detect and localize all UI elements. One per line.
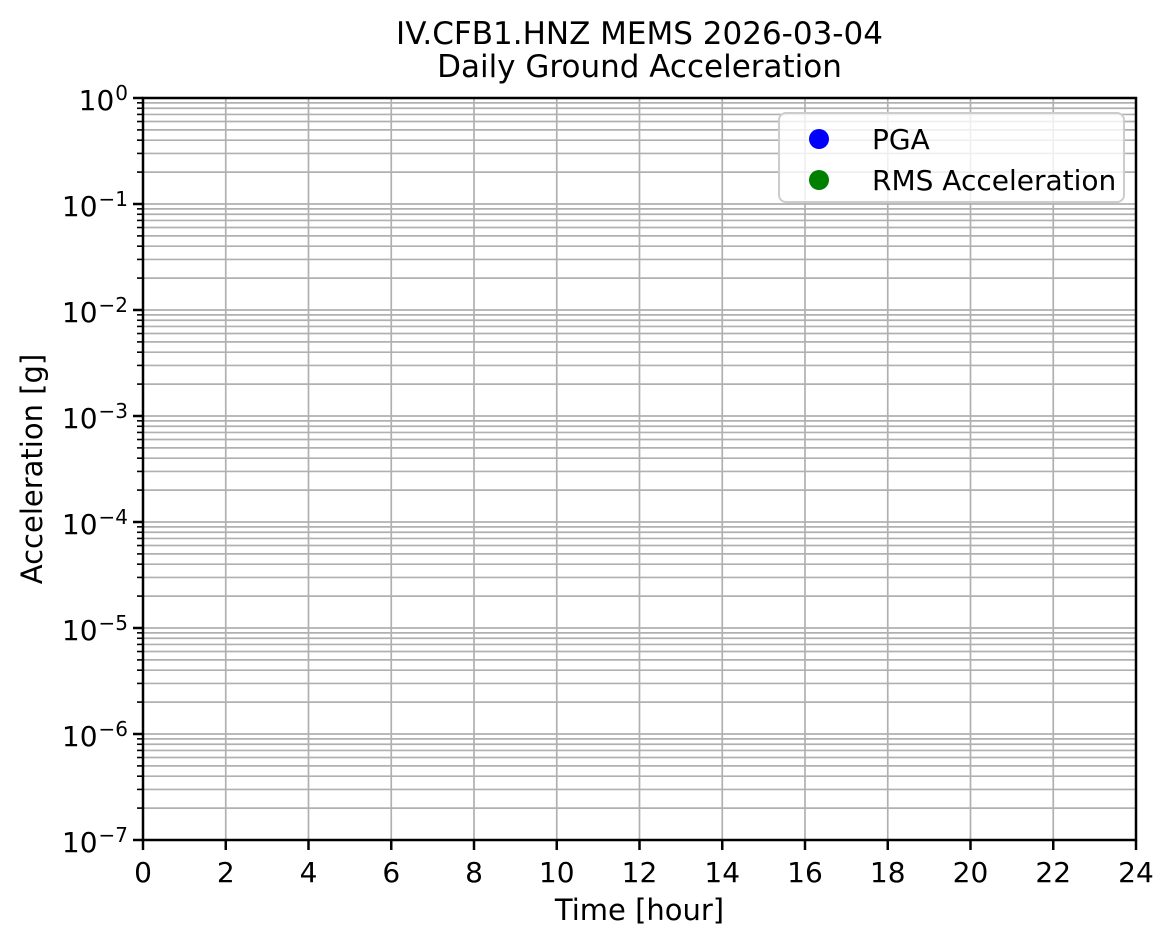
chart-title-line1: IV.CFB1.HNZ MEMS 2026-03-04: [396, 16, 883, 52]
chart-title-line2: Daily Ground Acceleration: [437, 49, 842, 85]
x-tick-label: 14: [704, 856, 741, 889]
x-tick-label: 6: [382, 856, 401, 889]
x-tick-label: 8: [465, 856, 483, 889]
x-tick-label: 24: [1118, 856, 1154, 889]
y-tick-label: 10−4: [61, 505, 128, 541]
x-tick-label: 0: [134, 856, 152, 889]
y-tick-label: 10−2: [61, 293, 128, 329]
x-tick-label: 12: [621, 856, 658, 889]
legend-item-rms: RMS Acceleration: [809, 163, 1117, 197]
x-tick-label: 22: [1035, 856, 1072, 889]
x-tick-label: 2: [216, 856, 235, 889]
legend: PGA RMS Acceleration: [778, 112, 1125, 203]
x-tick-label: 16: [787, 856, 823, 889]
y-tick-label: 10−1: [61, 187, 128, 223]
x-axis-label: Time [hour]: [554, 893, 725, 927]
legend-item-pga: PGA: [809, 122, 930, 156]
pga-marker-icon: [809, 129, 829, 149]
y-tick-label: 10−7: [61, 823, 128, 859]
x-tick-label: 10: [538, 856, 575, 889]
x-tick-label: 20: [952, 856, 989, 889]
chart-title: IV.CFB1.HNZ MEMS 2026-03-04 Daily Ground…: [143, 18, 1136, 84]
rms-marker-icon: [809, 170, 829, 190]
y-axis-label: Acceleration [g]: [15, 353, 49, 585]
y-tick-label: 100: [78, 81, 128, 117]
x-tick-label: 18: [869, 856, 906, 889]
y-tick-label: 10−3: [61, 399, 128, 435]
legend-label-pga: PGA: [872, 122, 930, 156]
legend-label-rms: RMS Acceleration: [872, 163, 1117, 197]
y-tick-label: 10−6: [61, 717, 128, 753]
y-tick-label: 10−5: [61, 611, 128, 647]
x-tick-label: 4: [299, 856, 318, 889]
